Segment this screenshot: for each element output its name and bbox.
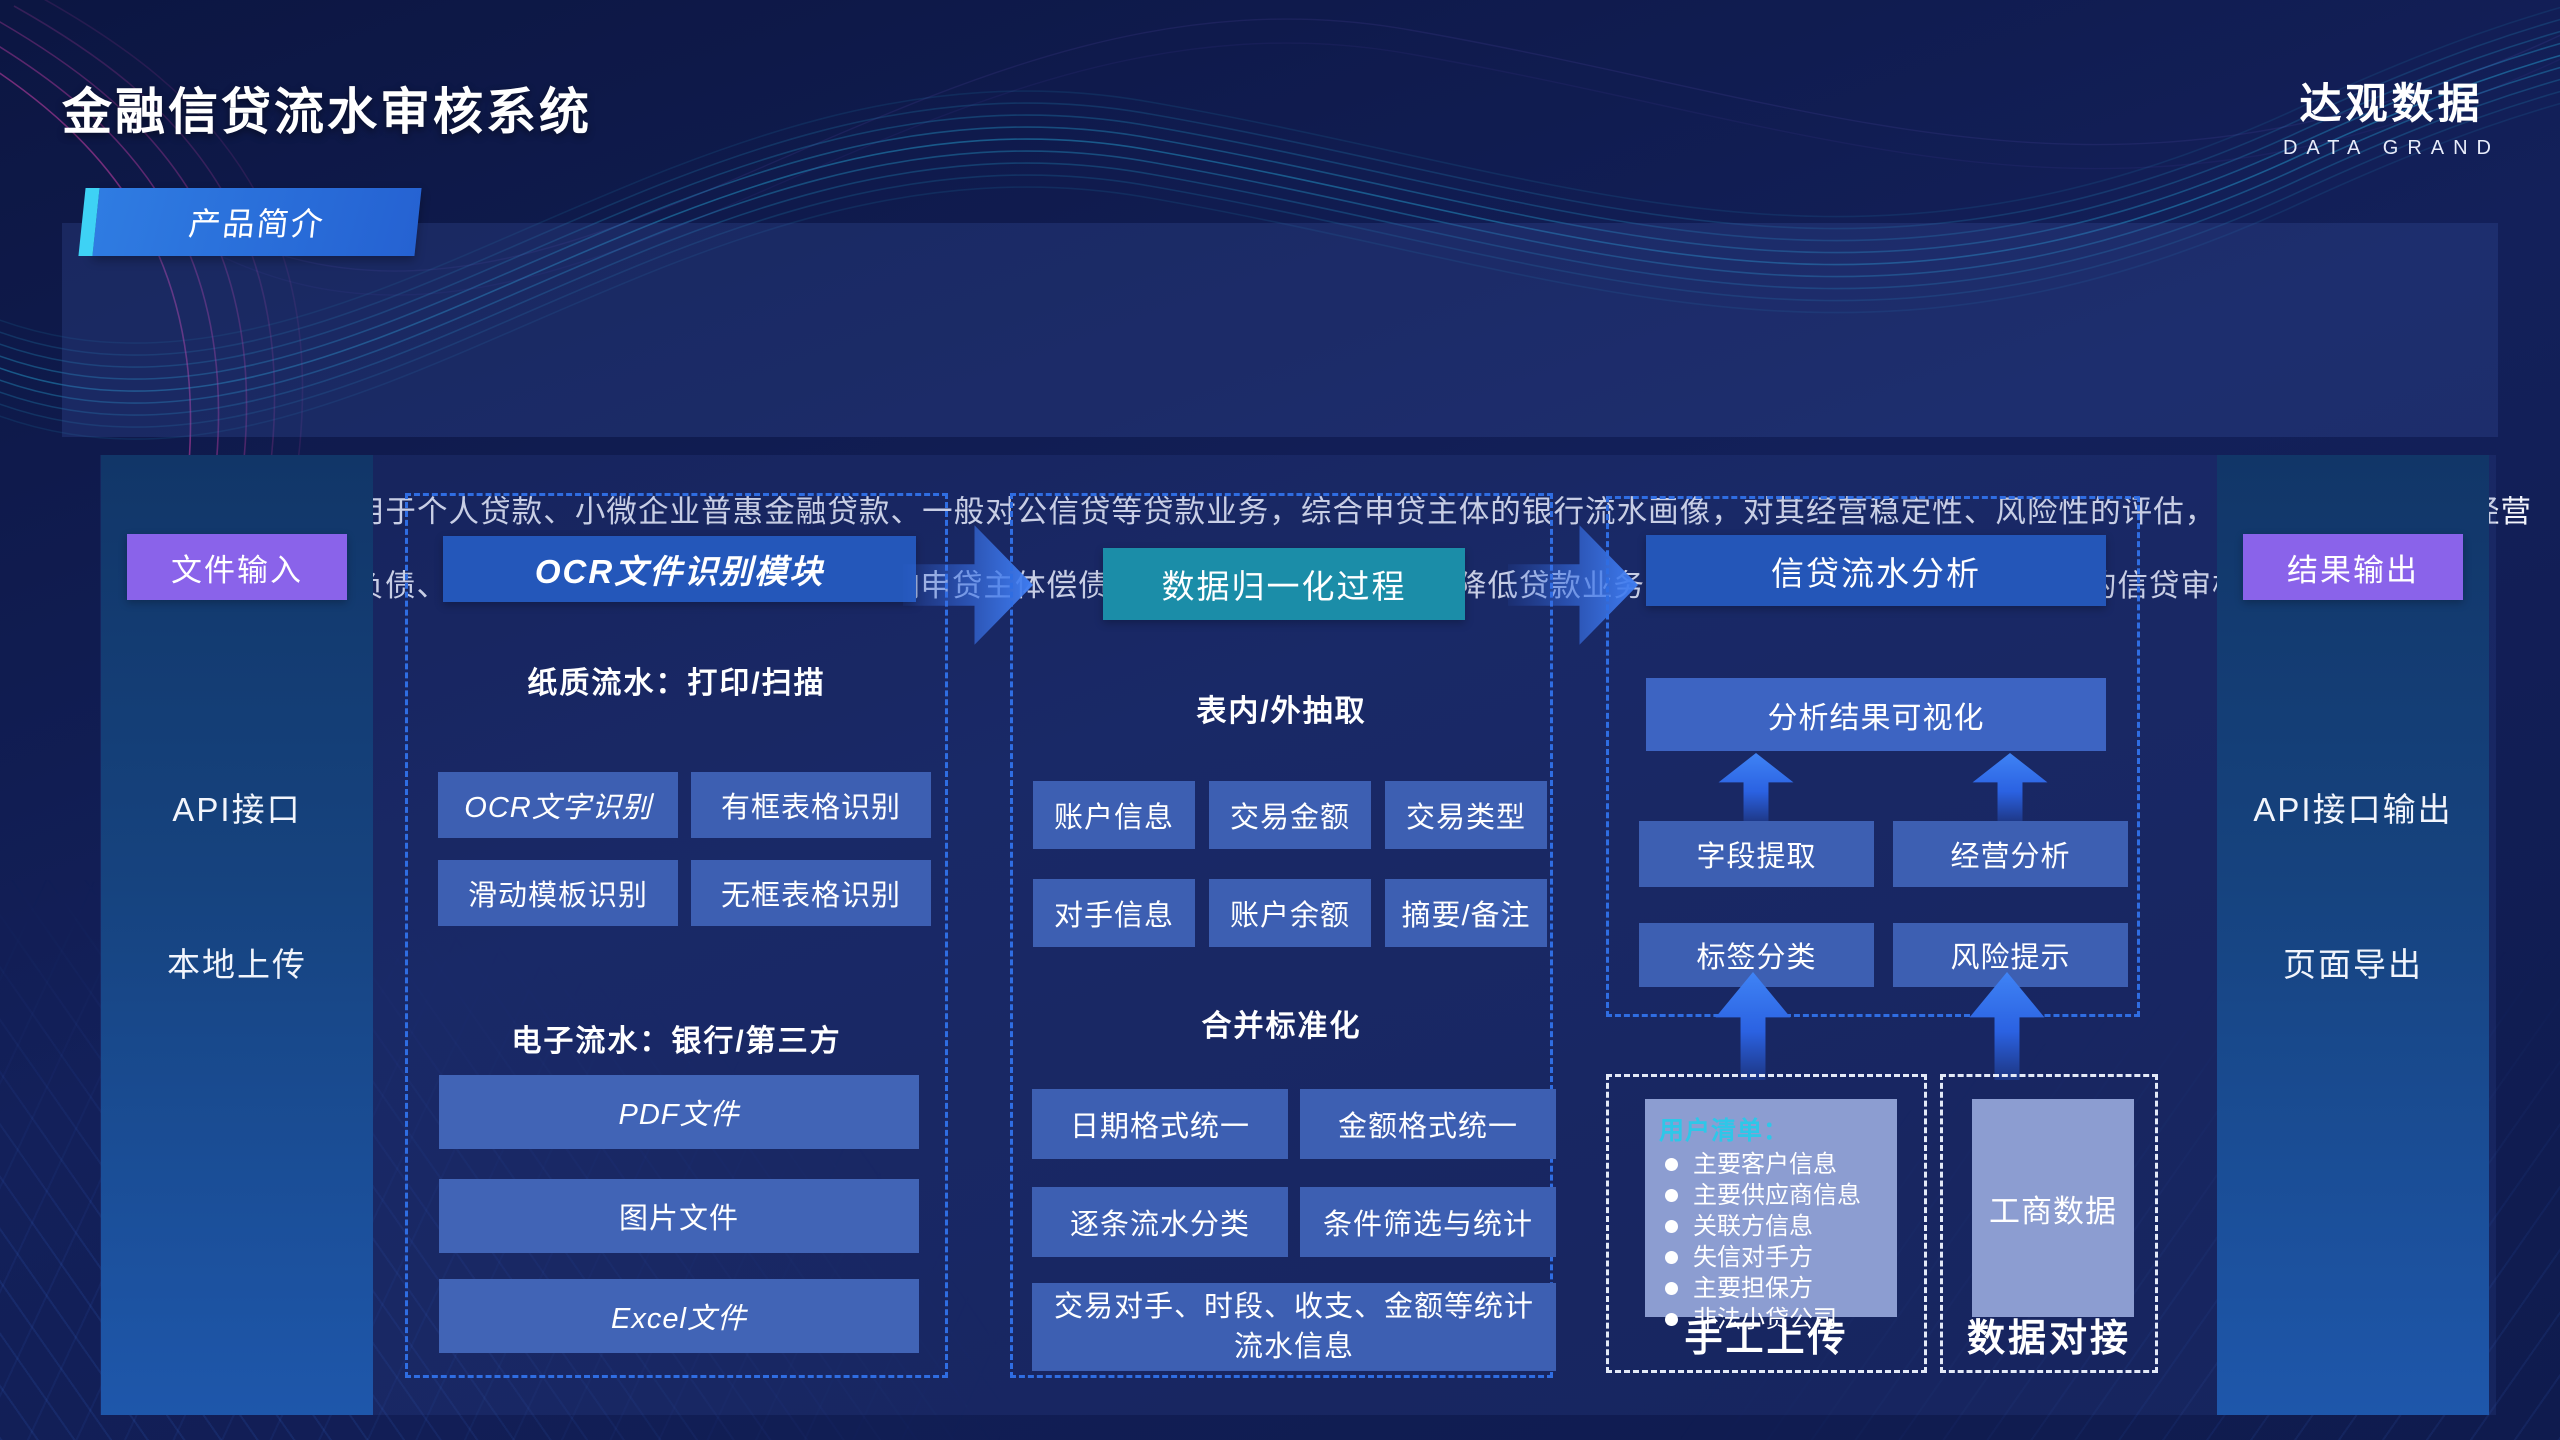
chip-counterparty-info: 对手信息 [1033,879,1195,947]
normalization-title: 数据归一化过程 [1103,548,1465,620]
chip-frameless-table-recognition: 无框表格识别 [691,860,931,926]
result-output-panel: 结果输出 API接口输出 页面导出 [2217,455,2489,1415]
chip-pdf-file: PDF文件 [439,1075,919,1149]
data-link-box: 工商数据 数据对接 [1940,1074,2158,1373]
chip-image-file: 图片文件 [439,1179,919,1253]
chip-date-format-unify: 日期格式统一 [1032,1089,1288,1159]
ocr-paper-label: 纸质流水：打印/扫描 [527,667,826,700]
chip-transaction-type: 交易类型 [1385,781,1547,849]
chip-ocr-text-recognition: OCR文字识别 [438,772,678,838]
input-item-api: API接口 [172,791,302,828]
list-item: 非法小贷公司 [1659,1304,1897,1335]
brand-logo: 达观数据 DATA GRAND [2283,70,2500,160]
chip-sliding-template-recognition: 滑动模板识别 [438,860,678,926]
chip-amount-format-unify: 金额格式统一 [1300,1089,1556,1159]
up-arrow-icon [1972,753,2048,823]
file-input-title: 文件输入 [127,534,347,600]
data-link-label: 数据对接 [1966,1318,2131,1360]
extract-label: 表内/外抽取 [1196,695,1367,728]
chip-statistics-summary: 交易对手、时段、收支、金额等统计流水信息 [1032,1283,1556,1371]
up-arrow-icon [1718,753,1794,823]
chip-excel-file: Excel文件 [439,1279,919,1353]
intro-banner: 产品简介 [92,188,422,256]
result-output-title: 结果输出 [2243,534,2463,600]
output-item-page-export: 页面导出 [2283,946,2423,983]
list-item: 失信对手方 [1659,1242,1897,1273]
chip-account-balance: 账户余额 [1209,879,1371,947]
user-list-panel: 用户清单： 主要客户信息 主要供应商信息 关联方信息 失信对手方 主要担保方 非… [1645,1099,1897,1333]
intro-panel: • 本产品主要用于个人贷款、小微企业普惠金融贷款、一般对公信贷等贷款业务，综合申… [62,223,2531,603]
merge-label: 合并标准化 [1201,1010,1362,1043]
input-item-local-upload: 本地上传 [167,946,307,983]
chip-filter-statistics: 条件筛选与统计 [1300,1187,1556,1257]
chip-analysis-visualization: 分析结果可视化 [1646,678,2106,751]
chip-transaction-amount: 交易金额 [1209,781,1371,849]
chip-field-extraction: 字段提取 [1639,821,1874,887]
user-list: 主要客户信息 主要供应商信息 关联方信息 失信对手方 主要担保方 非法小贷公司 [1659,1149,1897,1335]
list-item: 主要客户信息 [1659,1149,1897,1180]
business-data-panel: 工商数据 [1972,1099,2134,1317]
chip-summary-remark: 摘要/备注 [1385,879,1547,947]
list-item: 主要供应商信息 [1659,1180,1897,1211]
manual-upload-label: 手工上传 [1684,1318,1849,1360]
normalization-box: 数据归一化过程 表内/外抽取 账户信息 交易金额 交易类型 对手信息 账户余额 … [1010,493,1556,1378]
credit-analysis-box: 信贷流水分析 分析结果可视化 字段提取 经营分析 标签分类 风险提示 [1606,496,2140,1017]
list-item: 关联方信息 [1659,1211,1897,1242]
list-item: 主要担保方 [1659,1273,1897,1304]
page-title: 金融信贷流水审核系统 [62,84,592,140]
chip-business-analysis: 经营分析 [1893,821,2128,887]
output-item-api: API接口输出 [2253,791,2453,828]
chip-per-record-classify: 逐条流水分类 [1032,1187,1288,1257]
ocr-digital-label: 电子流水：银行/第三方 [511,1025,842,1058]
ocr-module-box: OCR文件识别模块 纸质流水：打印/扫描 OCR文字识别 有框表格识别 滑动模板… [405,493,948,1378]
chip-framed-table-recognition: 有框表格识别 [691,772,931,838]
ocr-module-title: OCR文件识别模块 [443,536,916,602]
file-input-panel: 文件输入 API接口 本地上传 [101,455,373,1415]
chip-account-info: 账户信息 [1033,781,1195,849]
brand-logo-cn: 达观数据 [2299,80,2484,127]
credit-analysis-title: 信贷流水分析 [1646,535,2106,606]
intro-banner-label: 产品简介 [186,206,327,242]
manual-upload-box: 用户清单： 主要客户信息 主要供应商信息 关联方信息 失信对手方 主要担保方 非… [1606,1074,1927,1373]
brand-logo-en: DATA GRAND [2282,137,2500,159]
user-list-title: 用户清单： [1659,1117,1790,1145]
